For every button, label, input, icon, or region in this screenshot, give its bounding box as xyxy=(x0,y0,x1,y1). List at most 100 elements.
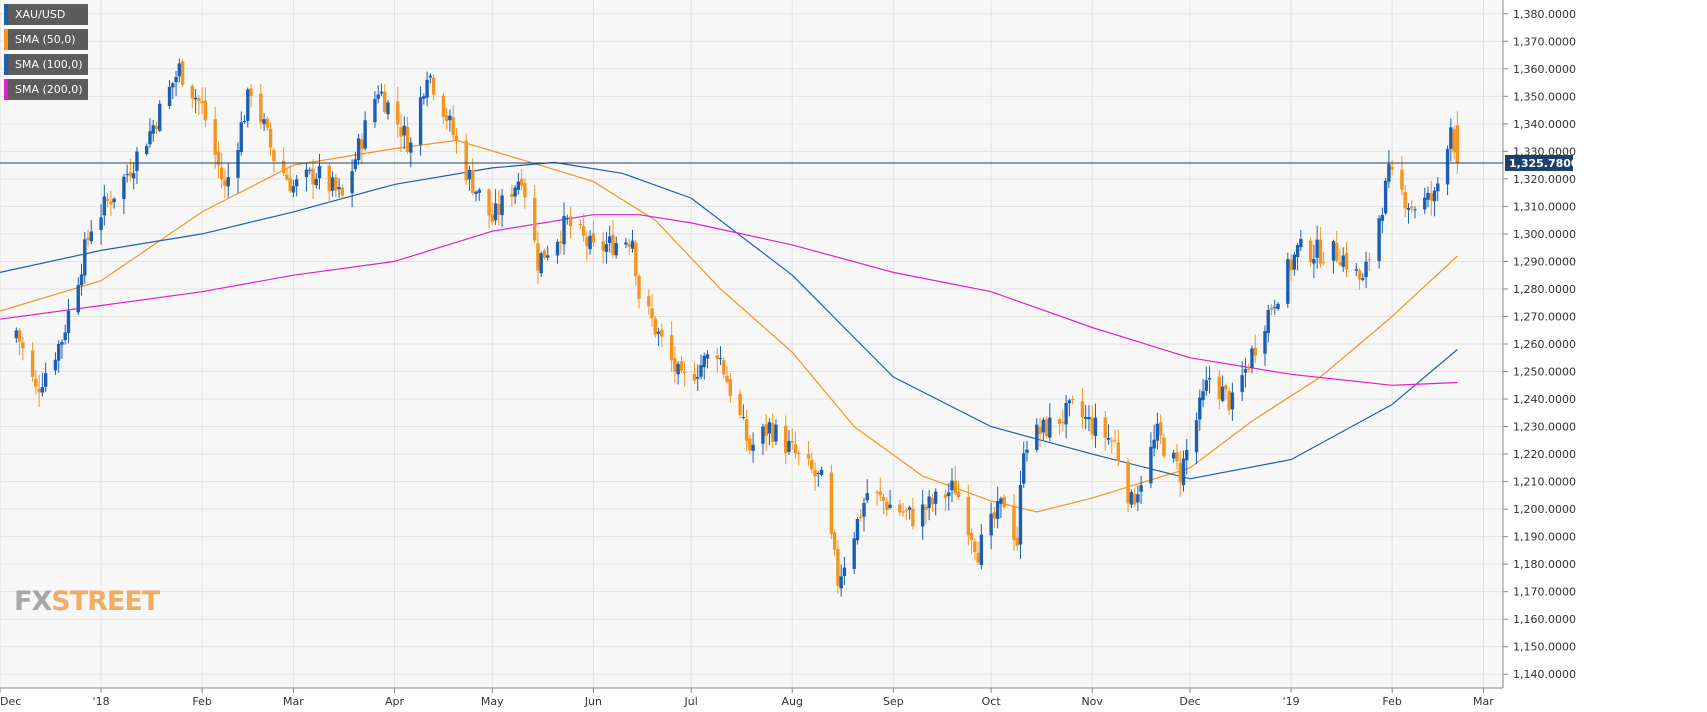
candle-body xyxy=(1224,385,1228,390)
candle-body xyxy=(1449,127,1453,149)
candle-body xyxy=(702,355,706,368)
candle-body xyxy=(1452,129,1456,153)
candle-body xyxy=(966,496,971,536)
candle-body xyxy=(1087,417,1091,420)
x-tick-label: Aug xyxy=(782,695,803,708)
candle-body xyxy=(1198,397,1202,420)
candle-body xyxy=(744,419,749,441)
candle-body xyxy=(122,176,126,200)
y-tick-label: 1,220.0000 xyxy=(1513,448,1576,461)
x-tick-label: Feb xyxy=(1382,695,1401,708)
y-tick-label: 1,200.0000 xyxy=(1513,503,1576,516)
candle-body xyxy=(855,519,860,541)
x-tick-label: Oct xyxy=(982,695,1002,708)
candle-body xyxy=(314,178,318,186)
candle-body xyxy=(1227,390,1231,411)
candle-body xyxy=(1308,240,1313,263)
candle-body xyxy=(992,511,997,519)
y-tick-label: 1,210.0000 xyxy=(1513,476,1576,489)
candle-body xyxy=(1103,417,1107,438)
candle-body xyxy=(898,504,902,513)
candle-body xyxy=(634,242,638,277)
candle-body xyxy=(487,189,491,216)
candle-body xyxy=(86,237,90,240)
candle-body xyxy=(383,91,387,113)
candle-body xyxy=(1380,214,1385,221)
x-tick-label: Mar xyxy=(1473,695,1494,708)
candle-body xyxy=(14,330,19,339)
candle-body xyxy=(17,330,22,342)
candle-body xyxy=(696,376,700,379)
candle-body xyxy=(1266,310,1270,334)
candle-body xyxy=(1181,458,1186,486)
candle-body xyxy=(637,276,641,299)
candle-body xyxy=(350,171,354,194)
candle-body xyxy=(1175,452,1179,462)
candle-body xyxy=(1230,392,1235,410)
candle-body xyxy=(630,240,635,249)
candle-body xyxy=(862,502,866,517)
candle-body xyxy=(145,146,149,155)
candle-body xyxy=(1185,450,1189,461)
candle-body xyxy=(1204,380,1209,391)
candle-body xyxy=(1403,191,1407,209)
candle-body xyxy=(770,423,775,442)
candle-body xyxy=(669,335,674,361)
candle-body xyxy=(995,501,1000,519)
candle-body xyxy=(947,492,951,497)
last-price-marker: 1,325.78000 xyxy=(0,154,1587,171)
candle-body xyxy=(748,438,752,451)
candle-body xyxy=(1149,446,1153,484)
legend-label: SMA (100,0) xyxy=(15,58,83,71)
candle-body xyxy=(542,250,547,258)
legend: XAU/USD SMA (50,0) SMA (100,0) SMA (200,… xyxy=(4,4,88,104)
candle-body xyxy=(725,375,729,382)
candle-body xyxy=(1155,423,1160,441)
candle-body xyxy=(806,453,811,459)
candle-body xyxy=(1015,537,1019,546)
candle-body xyxy=(21,342,25,349)
candle-body xyxy=(611,234,615,255)
candle-body xyxy=(464,140,468,181)
legend-item-xauusd[interactable]: XAU/USD xyxy=(4,4,88,25)
candle-body xyxy=(601,241,605,251)
candle-body xyxy=(151,125,155,134)
y-tick-label: 1,140.0000 xyxy=(1513,668,1576,681)
candle-body xyxy=(565,217,569,219)
candle-body xyxy=(588,235,592,250)
candle-body xyxy=(425,79,429,98)
candle-body xyxy=(1018,484,1023,545)
candle-body xyxy=(1338,262,1342,265)
candle-body xyxy=(154,126,159,129)
candle-body xyxy=(386,102,390,115)
candle-body xyxy=(1129,491,1134,505)
candle-body xyxy=(819,469,824,475)
candle-body xyxy=(363,120,367,149)
candle-body xyxy=(1048,417,1052,438)
y-tick-label: 1,300.0000 xyxy=(1513,228,1576,241)
legend-item-sma100[interactable]: SMA (100,0) xyxy=(4,54,88,75)
logo-part-street: STREET xyxy=(51,586,160,617)
candle-body xyxy=(40,387,45,393)
y-tick-label: 1,180.0000 xyxy=(1513,558,1576,571)
logo-part-fx: FX xyxy=(14,586,52,617)
legend-item-sma200[interactable]: SMA (200,0) xyxy=(4,79,88,100)
candle-body xyxy=(1106,437,1111,440)
y-tick-label: 1,250.0000 xyxy=(1513,366,1576,379)
candle-body xyxy=(1413,209,1417,211)
candle-body xyxy=(989,513,993,536)
y-tick-label: 1,340.0000 xyxy=(1513,118,1576,131)
candle-body xyxy=(428,75,433,78)
candle-body xyxy=(262,119,266,125)
candle-body xyxy=(1116,442,1120,461)
candle-body xyxy=(510,193,514,198)
candle-body xyxy=(1367,259,1372,261)
candle-body xyxy=(1012,505,1016,540)
candle-body xyxy=(37,389,41,393)
candle-body xyxy=(89,231,93,242)
x-tick-label: Nov xyxy=(1081,695,1103,708)
legend-item-sma50[interactable]: SMA (50,0) xyxy=(4,29,88,50)
candle-body xyxy=(1253,347,1257,356)
candle-body xyxy=(99,217,103,231)
candle-body xyxy=(53,359,58,371)
